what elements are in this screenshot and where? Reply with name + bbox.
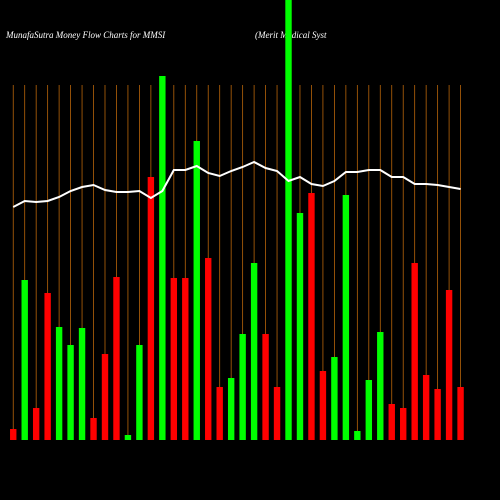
money-flow-line — [12, 160, 461, 208]
bar — [182, 278, 189, 440]
bar — [411, 263, 418, 440]
bar — [239, 334, 246, 440]
bar — [422, 375, 430, 440]
bar — [21, 280, 28, 440]
bar — [227, 378, 235, 440]
bar — [90, 418, 97, 440]
bar — [136, 345, 143, 440]
bar — [113, 277, 120, 440]
bar — [400, 408, 407, 440]
bar — [10, 429, 17, 440]
bar — [331, 357, 338, 440]
bar — [457, 387, 464, 440]
bar — [159, 76, 166, 440]
bar — [262, 334, 269, 440]
bar — [44, 293, 51, 440]
bar — [445, 290, 453, 440]
bar — [377, 332, 384, 440]
bar — [55, 327, 63, 440]
bar — [205, 258, 212, 440]
bar — [124, 435, 132, 440]
bar — [308, 193, 315, 440]
bar — [216, 387, 223, 440]
bar — [193, 141, 200, 440]
bar — [273, 387, 281, 440]
bar — [342, 195, 350, 440]
bar — [101, 354, 109, 440]
bar — [319, 371, 327, 440]
bar — [434, 389, 441, 440]
bar — [285, 0, 292, 440]
chart-title: MunafaSutra Money Flow Charts for MMSI — [5, 30, 166, 40]
bar — [78, 328, 86, 440]
bar — [354, 431, 361, 440]
bar — [365, 380, 373, 440]
bar — [32, 408, 40, 440]
bar — [388, 404, 395, 440]
bar — [250, 263, 258, 440]
bar — [67, 345, 74, 440]
bar — [170, 278, 178, 440]
bar — [147, 177, 155, 440]
bar — [296, 213, 304, 440]
